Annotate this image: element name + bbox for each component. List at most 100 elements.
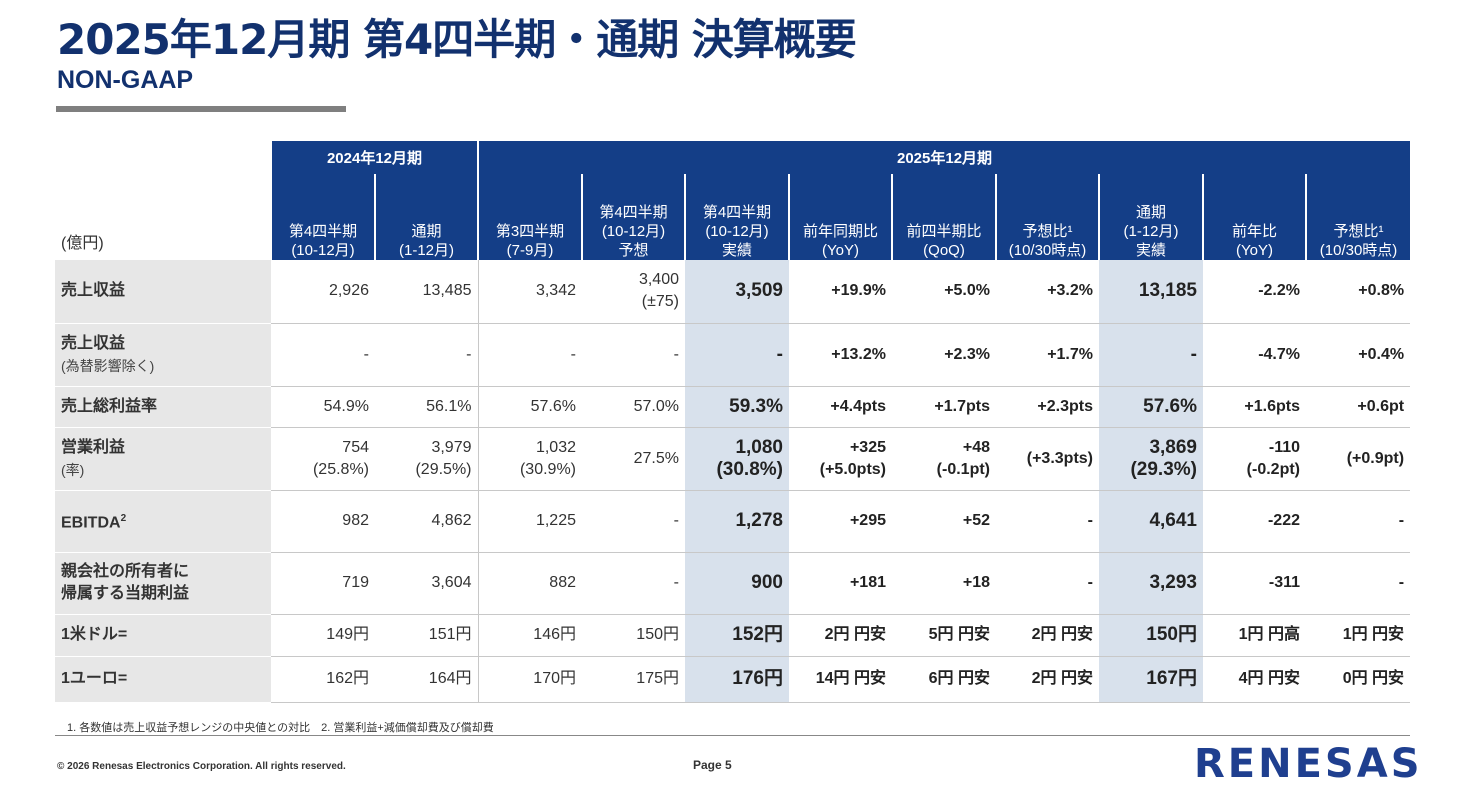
table-cell: 5円 円安	[892, 614, 996, 657]
table-cell: -222	[1203, 490, 1306, 553]
table-cell: 1,032 (30.9%)	[477, 427, 582, 491]
table-cell: +0.4%	[1306, 323, 1411, 387]
table-cell: 176円	[685, 656, 789, 703]
table-cell: 2円 円安	[996, 614, 1099, 657]
table-cell: 900	[685, 552, 789, 615]
footer-divider	[55, 735, 1410, 736]
table-cell: 754 (25.8%)	[271, 427, 375, 491]
table-cell: 2,926	[271, 260, 375, 324]
table-cell: 1円 円安	[1306, 614, 1411, 657]
page-subtitle: NON-GAAP	[57, 66, 194, 94]
table-cell: 57.0%	[582, 386, 685, 428]
table-cell: 56.1%	[375, 386, 478, 428]
table-cell: -	[1099, 323, 1203, 387]
table-cell: 4,862	[375, 490, 478, 553]
table-cell: 1,225	[477, 490, 582, 553]
table-cell: 3,979 (29.5%)	[375, 427, 478, 491]
table-row-eur-rate: 1ユーロ= 162円 164円 170円 175円 176円 14円 円安 6円…	[55, 656, 1411, 703]
table-cell: 54.9%	[271, 386, 375, 428]
table-cell: 13,185	[1099, 260, 1203, 324]
table-cell: 170円	[477, 656, 582, 703]
table-cell: +48 (-0.1pt)	[892, 427, 996, 491]
table-row-ebitda: EBITDA2 982 4,862 1,225 - 1,278 +295 +52…	[55, 490, 1411, 553]
table-cell: 4,641	[1099, 490, 1203, 553]
table-cell: 3,509	[685, 260, 789, 324]
table-cell: -	[477, 323, 582, 387]
row-label: 1ユーロ=	[55, 656, 271, 703]
table-cell: 149円	[271, 614, 375, 657]
table-cell: -	[271, 323, 375, 387]
table-cell: 3,342	[477, 260, 582, 324]
table-cell: 3,400 (±75)	[582, 260, 685, 324]
unit-label: (億円)	[55, 174, 271, 260]
table-cell: -110 (-0.2pt)	[1203, 427, 1306, 491]
table-cell: +4.4pts	[789, 386, 892, 428]
table-cell: +0.8%	[1306, 260, 1411, 324]
table-cell: +52	[892, 490, 996, 553]
table-cell: -	[582, 323, 685, 387]
table-cell: 3,604	[375, 552, 478, 615]
page-title: 2025年12月期 第4四半期・通期 決算概要	[57, 15, 857, 64]
table-cell: -	[996, 552, 1099, 615]
col-header-q4-2024: 第4四半期 (10-12月)	[270, 174, 375, 260]
row-label: 売上収益	[55, 260, 271, 324]
table-cell: -4.7%	[1203, 323, 1306, 387]
table-cell: 57.6%	[1099, 386, 1203, 428]
table-cell: 882	[477, 552, 582, 615]
col-header-q4-vs-forecast: 予想比¹ (10/30時点)	[995, 174, 1099, 260]
table-row-revenue: 売上収益 2,926 13,485 3,342 3,400 (±75) 3,509…	[55, 260, 1411, 324]
table-cell: +13.2%	[789, 323, 892, 387]
col-header-fy-actual: 通期 (1-12月) 実績	[1098, 174, 1203, 260]
table-cell: -2.2%	[1203, 260, 1306, 324]
table-cell: +1.7pts	[892, 386, 996, 428]
header-fy2024: 2024年12月期	[270, 141, 478, 174]
table-cell: 167円	[1099, 656, 1203, 703]
table-cell: 2円 円安	[789, 614, 892, 657]
table-cell: +325 (+5.0pts)	[789, 427, 892, 491]
table-cell: +5.0%	[892, 260, 996, 324]
row-label: 営業利益 (率)	[55, 427, 271, 491]
table-cell: -	[685, 323, 789, 387]
table-row-revenue-fx-adjusted: 売上収益 (為替影響除く) - - - - - +13.2% +2.3% +1.7…	[55, 323, 1411, 387]
table-cell: 6円 円安	[892, 656, 996, 703]
table-cell: 27.5%	[582, 427, 685, 491]
table-cell: 14円 円安	[789, 656, 892, 703]
col-header-fy-2024: 通期 (1-12月)	[374, 174, 478, 260]
col-header-q4-forecast: 第4四半期 (10-12月) 予想	[581, 174, 685, 260]
table-cell: +19.9%	[789, 260, 892, 324]
col-header-q4-qoq: 前四半期比 (QoQ)	[891, 174, 996, 260]
header-fy2025: 2025年12月期	[476, 141, 1411, 174]
table-cell: +181	[789, 552, 892, 615]
table-cell: -311	[1203, 552, 1306, 615]
table-cell: -	[375, 323, 478, 387]
table-row-operating-profit: 営業利益 (率) 754 (25.8%) 3,979 (29.5%) 1,032 (30…	[55, 427, 1411, 491]
table-cell: 2円 円安	[996, 656, 1099, 703]
table-cell: 0円 円安	[1306, 656, 1411, 703]
table-cell: +2.3%	[892, 323, 996, 387]
page-number: Page 5	[693, 758, 732, 772]
table-cell: 164円	[375, 656, 478, 703]
table-cell: 982	[271, 490, 375, 553]
table-cell: 175円	[582, 656, 685, 703]
table-cell: 152円	[685, 614, 789, 657]
table-cell: -	[582, 490, 685, 553]
table-cell: +18	[892, 552, 996, 615]
table-cell: 3,293	[1099, 552, 1203, 615]
col-header-fy-vs-forecast: 予想比¹ (10/30時点)	[1304, 174, 1411, 260]
table-cell: 59.3%	[685, 386, 789, 428]
row-label: 親会社の所有者に 帰属する当期利益	[55, 552, 271, 615]
table-row-net-income: 親会社の所有者に 帰属する当期利益 719 3,604 882 - 900 +18…	[55, 552, 1411, 615]
table-row-gross-margin: 売上総利益率 54.9% 56.1% 57.6% 57.0% 59.3% +4.…	[55, 386, 1411, 428]
col-header-q4-yoy: 前年同期比 (YoY)	[788, 174, 892, 260]
table-cell: -	[1306, 552, 1411, 615]
table-cell: +295	[789, 490, 892, 553]
table-cell: 1,080 (30.8%)	[685, 427, 789, 491]
title-underline	[56, 106, 346, 112]
table-cell: 151円	[375, 614, 478, 657]
table-cell: +0.6pt	[1306, 386, 1411, 428]
header-blank	[55, 141, 271, 174]
table-cell: 1,278	[685, 490, 789, 553]
col-header-q4-actual: 第4四半期 (10-12月) 実績	[684, 174, 789, 260]
table-cell: (+0.9pt)	[1306, 427, 1411, 491]
table-cell: -	[996, 490, 1099, 553]
